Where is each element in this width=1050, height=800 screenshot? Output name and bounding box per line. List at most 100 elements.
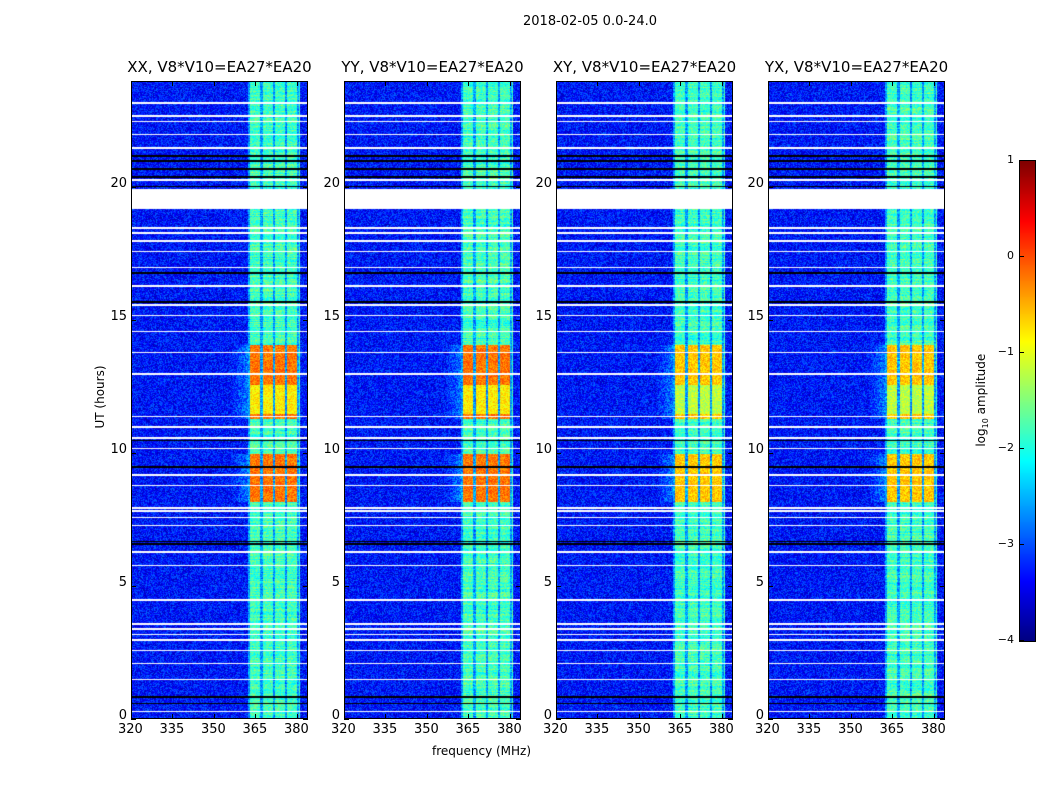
y-tick-mark	[556, 187, 561, 189]
axes-frame	[556, 81, 733, 719]
y-tick-mark	[516, 586, 521, 588]
y-tick-mark	[556, 586, 561, 588]
y-tick-mark	[516, 453, 521, 455]
y-tick-mark	[940, 453, 945, 455]
colorbar-label: log10 amplitude	[973, 353, 991, 447]
x-tick-label: 320	[543, 722, 568, 737]
x-tick-mark	[597, 81, 599, 86]
x-tick-mark	[556, 714, 557, 719]
x-tick-mark	[385, 714, 387, 719]
x-tick-label: 365	[455, 722, 481, 737]
y-tick-label: 5	[755, 575, 764, 591]
x-tick-mark	[850, 714, 852, 719]
y-tick-label: 15	[323, 309, 340, 325]
y-tick-label: 20	[323, 176, 340, 192]
x-tick-mark	[638, 714, 640, 719]
axes-frame	[131, 81, 308, 719]
y-tick-label: 5	[543, 575, 552, 591]
x-tick-label: 365	[242, 722, 268, 737]
x-tick-mark	[892, 81, 894, 86]
waterfall-panel: XX, V8*V10=EA27*EA20 320 335 350 365 380 0 5 10 1…	[110, 58, 311, 736]
waterfall-image	[556, 81, 733, 719]
y-tick-mark	[344, 320, 349, 322]
y-tick-label: 0	[543, 708, 552, 723]
x-tick-mark	[597, 714, 599, 719]
y-tick-mark	[516, 719, 521, 720]
x-tick-mark	[509, 714, 511, 719]
y-tick-label: 20	[110, 176, 127, 192]
y-tick-label: 15	[110, 309, 127, 325]
waterfall-image	[131, 81, 308, 719]
x-tick-mark	[768, 714, 769, 719]
panel-title: XX, V8*V10=EA27*EA20	[127, 58, 312, 76]
x-tick-mark	[809, 714, 811, 719]
colorbar-tick-mark	[1020, 640, 1024, 641]
y-tick-mark	[344, 586, 349, 588]
colorbar-tick-mark	[1020, 256, 1024, 257]
colorbar-tick-label: −1	[997, 345, 1014, 358]
axes-frame	[768, 81, 945, 719]
panel-title: XY, V8*V10=EA27*EA20	[552, 58, 737, 76]
y-tick-label: 5	[331, 575, 340, 591]
x-tick-mark	[850, 81, 852, 86]
colorbar-tick-label: 0	[1007, 249, 1014, 262]
x-tick-label: 335	[159, 722, 185, 737]
x-tick-label: 380	[920, 722, 946, 737]
y-tick-mark	[768, 187, 773, 189]
y-tick-mark	[131, 719, 136, 720]
colorbar-tick-label: 1	[1007, 153, 1014, 166]
x-axis-label: frequency (MHz)	[432, 744, 532, 758]
x-tick-label: 320	[331, 722, 356, 737]
colorbar-tick-mark	[1020, 160, 1024, 161]
x-tick-label: 380	[496, 722, 522, 737]
x-tick-mark	[131, 714, 132, 719]
panel-title: YY, V8*V10=EA27*EA20	[341, 58, 524, 76]
y-tick-mark	[728, 187, 733, 189]
y-tick-mark	[768, 719, 773, 720]
waterfall-image	[768, 81, 945, 719]
x-tick-mark	[426, 714, 428, 719]
y-tick-mark	[344, 719, 349, 720]
x-tick-mark	[638, 81, 640, 86]
x-tick-label: 380	[708, 722, 734, 737]
x-tick-mark	[385, 81, 387, 86]
y-tick-label: 20	[535, 176, 552, 192]
y-tick-mark	[768, 586, 773, 588]
x-tick-mark	[255, 714, 257, 719]
x-tick-label: 320	[755, 722, 780, 737]
y-tick-mark	[728, 453, 733, 455]
y-tick-mark	[728, 586, 733, 588]
y-tick-mark	[940, 187, 945, 189]
colorbar-tick-label: −2	[997, 441, 1014, 454]
y-tick-mark	[303, 320, 308, 322]
y-tick-label: 10	[747, 442, 764, 458]
x-tick-label: 335	[372, 722, 398, 737]
y-tick-mark	[303, 586, 308, 588]
y-tick-label: 20	[747, 176, 764, 192]
y-tick-label: 0	[755, 708, 764, 723]
y-tick-label: 5	[118, 575, 127, 591]
x-tick-mark	[426, 81, 428, 86]
x-tick-mark	[556, 81, 557, 86]
x-tick-mark	[344, 81, 345, 86]
y-tick-mark	[728, 719, 733, 720]
figure-title: 2018-02-05 0.0-24.0	[523, 14, 657, 29]
y-tick-mark	[768, 453, 773, 455]
x-tick-mark	[721, 81, 723, 86]
x-tick-label: 335	[796, 722, 822, 737]
y-tick-mark	[940, 320, 945, 322]
y-tick-label: 0	[331, 708, 340, 723]
y-tick-label: 15	[747, 309, 764, 325]
y-tick-label: 0	[118, 708, 127, 723]
x-tick-mark	[172, 714, 174, 719]
x-tick-mark	[680, 81, 682, 86]
x-tick-label: 365	[879, 722, 905, 737]
x-tick-mark	[213, 714, 215, 719]
x-tick-mark	[509, 81, 511, 86]
x-tick-mark	[468, 81, 470, 86]
waterfall-panel: XY, V8*V10=EA27*EA20 320 335 350 365 380 0 5 10 1…	[535, 58, 736, 736]
x-tick-mark	[933, 81, 935, 86]
colorbar-tick-mark	[1020, 544, 1024, 545]
colorbar-tick-mark	[1020, 448, 1024, 449]
